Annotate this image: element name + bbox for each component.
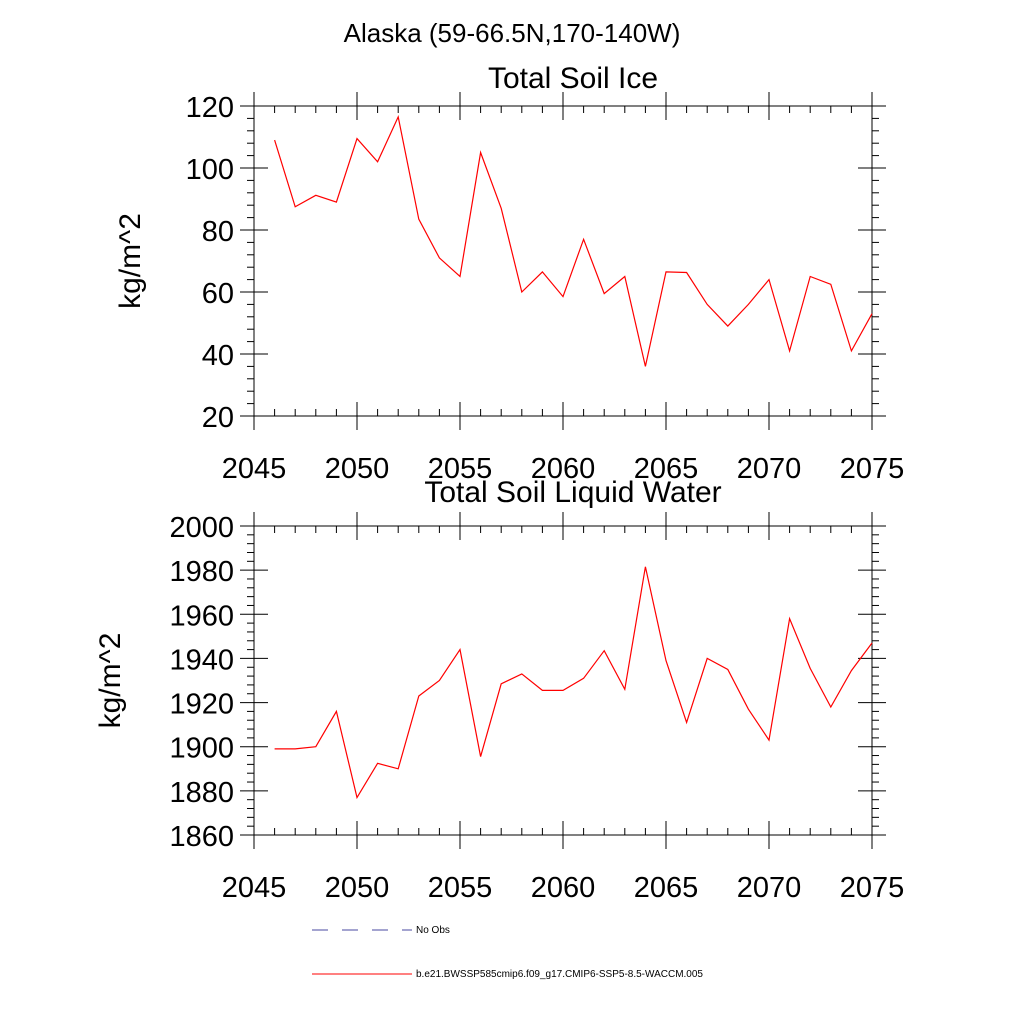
y-tick-label: 100 (186, 154, 234, 186)
y-tick-label: 1880 (169, 777, 234, 809)
x-tick-label: 2055 (428, 872, 493, 904)
x-tick-label: 2065 (634, 453, 699, 485)
x-tick-label: 2055 (428, 453, 493, 485)
x-tick-label: 2060 (531, 453, 596, 485)
legend-label-model: b.e21.BWSSP585cmip6.f09_g17.CMIP6-SSP5-8… (416, 969, 703, 980)
y-tick-label: 20 (202, 402, 234, 434)
x-tick-label: 2050 (325, 872, 390, 904)
x-tick-label: 2075 (840, 872, 905, 904)
x-tick-label: 2050 (325, 453, 390, 485)
x-tick-label: 2065 (634, 872, 699, 904)
y-tick-label: 1940 (169, 644, 234, 676)
y-axis-label: kg/m^2 (94, 633, 127, 729)
y-axis-label: kg/m^2 (114, 213, 147, 309)
x-tick-label: 2075 (840, 453, 905, 485)
x-tick-label: 2070 (737, 453, 802, 485)
y-tick-label: 1860 (169, 821, 234, 853)
x-tick-label: 2060 (531, 872, 596, 904)
y-tick-label: 40 (202, 340, 234, 372)
x-tick-label: 2045 (222, 453, 287, 485)
y-tick-label: 2000 (169, 512, 234, 544)
chart-title: Total Soil Liquid Water (424, 476, 721, 509)
y-tick-label: 1980 (169, 556, 234, 588)
page-title: Alaska (59-66.5N,170-140W) (344, 18, 681, 48)
legend-label-no-obs: No Obs (416, 925, 450, 936)
x-tick-label: 2045 (222, 872, 287, 904)
panel-soil-liquid-water: Total Soil Liquid Water 1860 1880 1900 1920 1… (94, 476, 904, 904)
y-tick-label: 1900 (169, 733, 234, 765)
series-line (274, 566, 873, 800)
chart-title: Total Soil Ice (488, 62, 658, 95)
plot-frame (253, 105, 873, 417)
y-tick-label: 1960 (169, 600, 234, 632)
legend: No Obs b.e21.BWSSP585cmip6.f09_g17.CMIP6… (312, 925, 703, 980)
y-tick-label: 60 (202, 278, 234, 310)
series-line (274, 114, 873, 367)
y-tick-label: 120 (186, 92, 234, 124)
y-tick-label: 80 (202, 216, 234, 248)
x-tick-label: 2070 (737, 872, 802, 904)
y-tick-label: 1920 (169, 689, 234, 721)
panel-soil-ice: Total Soil Ice 20 40 60 80 100 120 2045 2050 2055… (114, 62, 904, 485)
